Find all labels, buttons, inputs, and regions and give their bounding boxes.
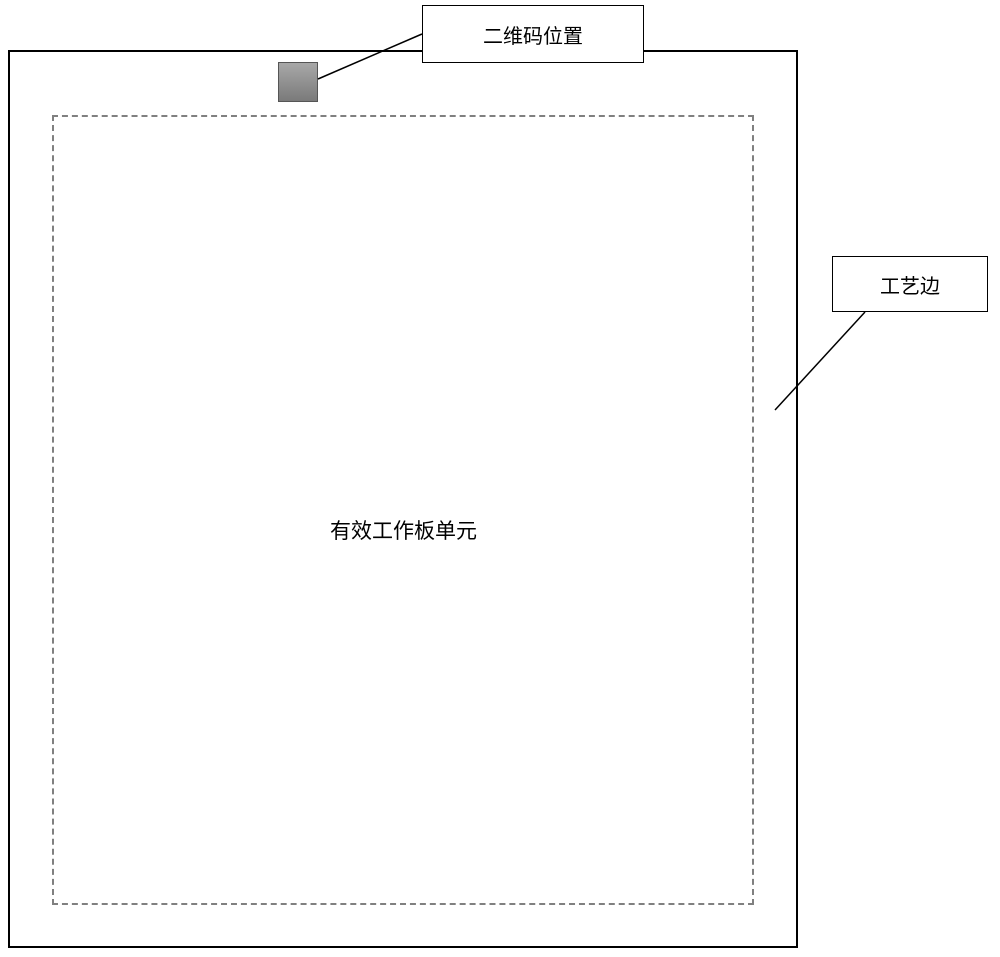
qr-code-square	[278, 62, 318, 102]
label-effective-panel-unit-text: 有效工作板单元	[330, 520, 477, 543]
label-qr-position: 二维码位置	[422, 5, 644, 63]
inner-effective-rect	[52, 115, 754, 905]
label-effective-panel-unit: 有效工作板单元	[330, 515, 477, 545]
label-qr-position-text: 二维码位置	[483, 20, 583, 49]
diagram-stage: 二维码位置 工艺边 有效工作板单元	[0, 0, 1000, 957]
label-process-edge: 工艺边	[832, 256, 988, 312]
label-process-edge-text: 工艺边	[880, 270, 940, 299]
